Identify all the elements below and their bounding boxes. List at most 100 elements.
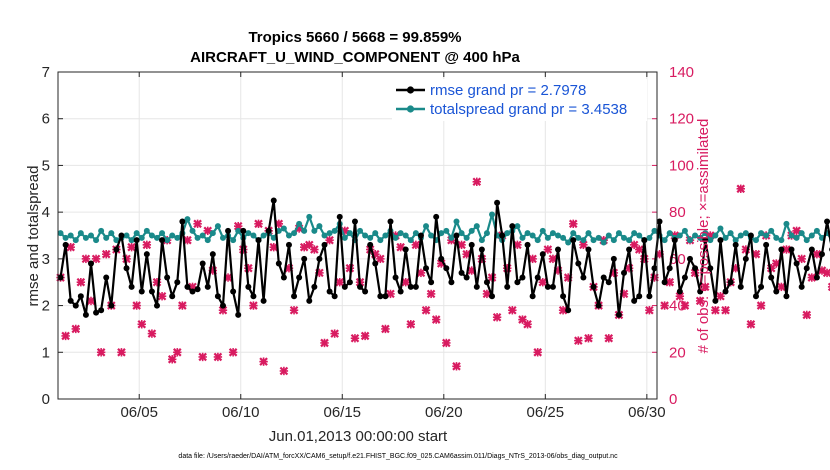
rmse-point bbox=[179, 218, 186, 225]
rmse-point bbox=[519, 274, 526, 281]
rmse-point bbox=[798, 283, 805, 290]
x-tick-label: 06/05 bbox=[120, 404, 158, 421]
obs-point bbox=[665, 277, 674, 287]
rmse-point bbox=[717, 237, 724, 244]
totalspread-point bbox=[575, 234, 582, 241]
obs-point bbox=[142, 240, 152, 250]
totalspread-point bbox=[666, 230, 673, 237]
totalspread-point bbox=[453, 218, 460, 225]
totalspread-point bbox=[219, 234, 226, 241]
rmse-point bbox=[534, 274, 541, 281]
rmse-point bbox=[610, 255, 617, 262]
rmse-point bbox=[448, 279, 455, 286]
rmse-point bbox=[270, 197, 277, 204]
totalspread-point bbox=[230, 237, 237, 244]
obs-point bbox=[66, 242, 75, 252]
totalspread-point bbox=[768, 227, 775, 234]
totalspread-point bbox=[681, 227, 688, 234]
rmse-point bbox=[326, 288, 333, 295]
totalspread-point bbox=[270, 234, 277, 241]
totalspread-point bbox=[763, 232, 770, 239]
rmse-point bbox=[732, 241, 739, 248]
rmse-point bbox=[128, 283, 135, 290]
rmse-point bbox=[82, 311, 89, 318]
totalspread-point bbox=[758, 230, 765, 237]
totalspread-point bbox=[565, 239, 572, 246]
rmse-point bbox=[636, 293, 643, 300]
rmse-point bbox=[641, 237, 648, 244]
rmse-point bbox=[707, 265, 714, 272]
rmse-point bbox=[214, 293, 221, 300]
totalspread-point bbox=[783, 220, 790, 227]
rmse-point bbox=[793, 260, 800, 267]
rmse-point bbox=[443, 265, 450, 272]
rmse-point bbox=[621, 269, 628, 276]
y-tick-label: 2 bbox=[42, 298, 50, 315]
totalspread-point bbox=[773, 234, 780, 241]
obs-point bbox=[721, 305, 730, 315]
obs-point bbox=[360, 331, 370, 341]
rmse-point bbox=[285, 241, 292, 248]
totalspread-point bbox=[560, 234, 567, 241]
totalspread-point bbox=[362, 232, 369, 239]
obs-point bbox=[421, 305, 431, 315]
legend-spread-label: totalspread grand pr = 3.4538 bbox=[430, 101, 627, 118]
rmse-point bbox=[57, 274, 64, 281]
obs-point bbox=[269, 242, 279, 252]
totalspread-point bbox=[803, 237, 810, 244]
totalspread-point bbox=[549, 230, 556, 237]
totalspread-point bbox=[306, 213, 313, 220]
x-tick-label: 06/10 bbox=[222, 404, 260, 421]
totalspread-point bbox=[646, 234, 653, 241]
y-tick-label-right: 80 bbox=[669, 204, 686, 221]
totalspread-point bbox=[534, 237, 541, 244]
y-tick-label: 3 bbox=[42, 251, 50, 268]
legend-rmse-label: rmse grand pr = 2.7978 bbox=[430, 82, 586, 99]
totalspread-point bbox=[67, 232, 74, 239]
rmse-point bbox=[240, 227, 247, 234]
rmse-point bbox=[397, 288, 404, 295]
totalspread-point bbox=[448, 234, 455, 241]
totalspread-point bbox=[631, 230, 638, 237]
rmse-point bbox=[681, 274, 688, 281]
y-axis-left: 0 1 2 3 4 5 6 7 bbox=[42, 64, 63, 408]
x-tick-label: 06/30 bbox=[628, 404, 666, 421]
rmse-point bbox=[788, 246, 795, 253]
rmse-point bbox=[321, 241, 328, 248]
rmse-point bbox=[280, 274, 287, 281]
obs-point bbox=[660, 301, 669, 310]
legend-spread-marker bbox=[406, 105, 415, 113]
obs-point bbox=[310, 245, 319, 254]
rmse-point bbox=[656, 218, 663, 225]
rmse-point bbox=[555, 246, 562, 253]
totalspread-point bbox=[377, 237, 384, 244]
totalspread-point bbox=[311, 227, 318, 234]
obs-point bbox=[279, 366, 289, 376]
totalspread-point bbox=[407, 237, 414, 244]
rmse-point bbox=[123, 265, 130, 272]
totalspread-point bbox=[676, 232, 683, 239]
totalspread-point bbox=[519, 234, 526, 241]
totalspread-point bbox=[468, 227, 475, 234]
totalspread-point bbox=[62, 234, 69, 241]
totalspread-point bbox=[189, 227, 196, 234]
rmse-point bbox=[341, 283, 348, 290]
obs-point bbox=[249, 301, 258, 310]
totalspread-point bbox=[296, 220, 303, 227]
totalspread-point bbox=[321, 232, 328, 239]
totalspread-point bbox=[204, 237, 211, 244]
totalspread-point bbox=[423, 223, 430, 230]
rmse-point bbox=[103, 274, 110, 281]
totalspread-point bbox=[529, 232, 536, 239]
totalspread-point bbox=[164, 237, 171, 244]
x-axis: 06/05 06/10 06/15 06/20 06/25 06/30 bbox=[120, 72, 666, 421]
totalspread-point bbox=[504, 230, 511, 237]
obs-point bbox=[604, 333, 614, 343]
totalspread-point bbox=[113, 237, 120, 244]
totalspread-point bbox=[778, 237, 785, 244]
totalspread-point bbox=[438, 230, 445, 237]
totalspread-point bbox=[260, 232, 267, 239]
obs-point bbox=[259, 357, 268, 366]
rmse-point bbox=[646, 293, 653, 300]
